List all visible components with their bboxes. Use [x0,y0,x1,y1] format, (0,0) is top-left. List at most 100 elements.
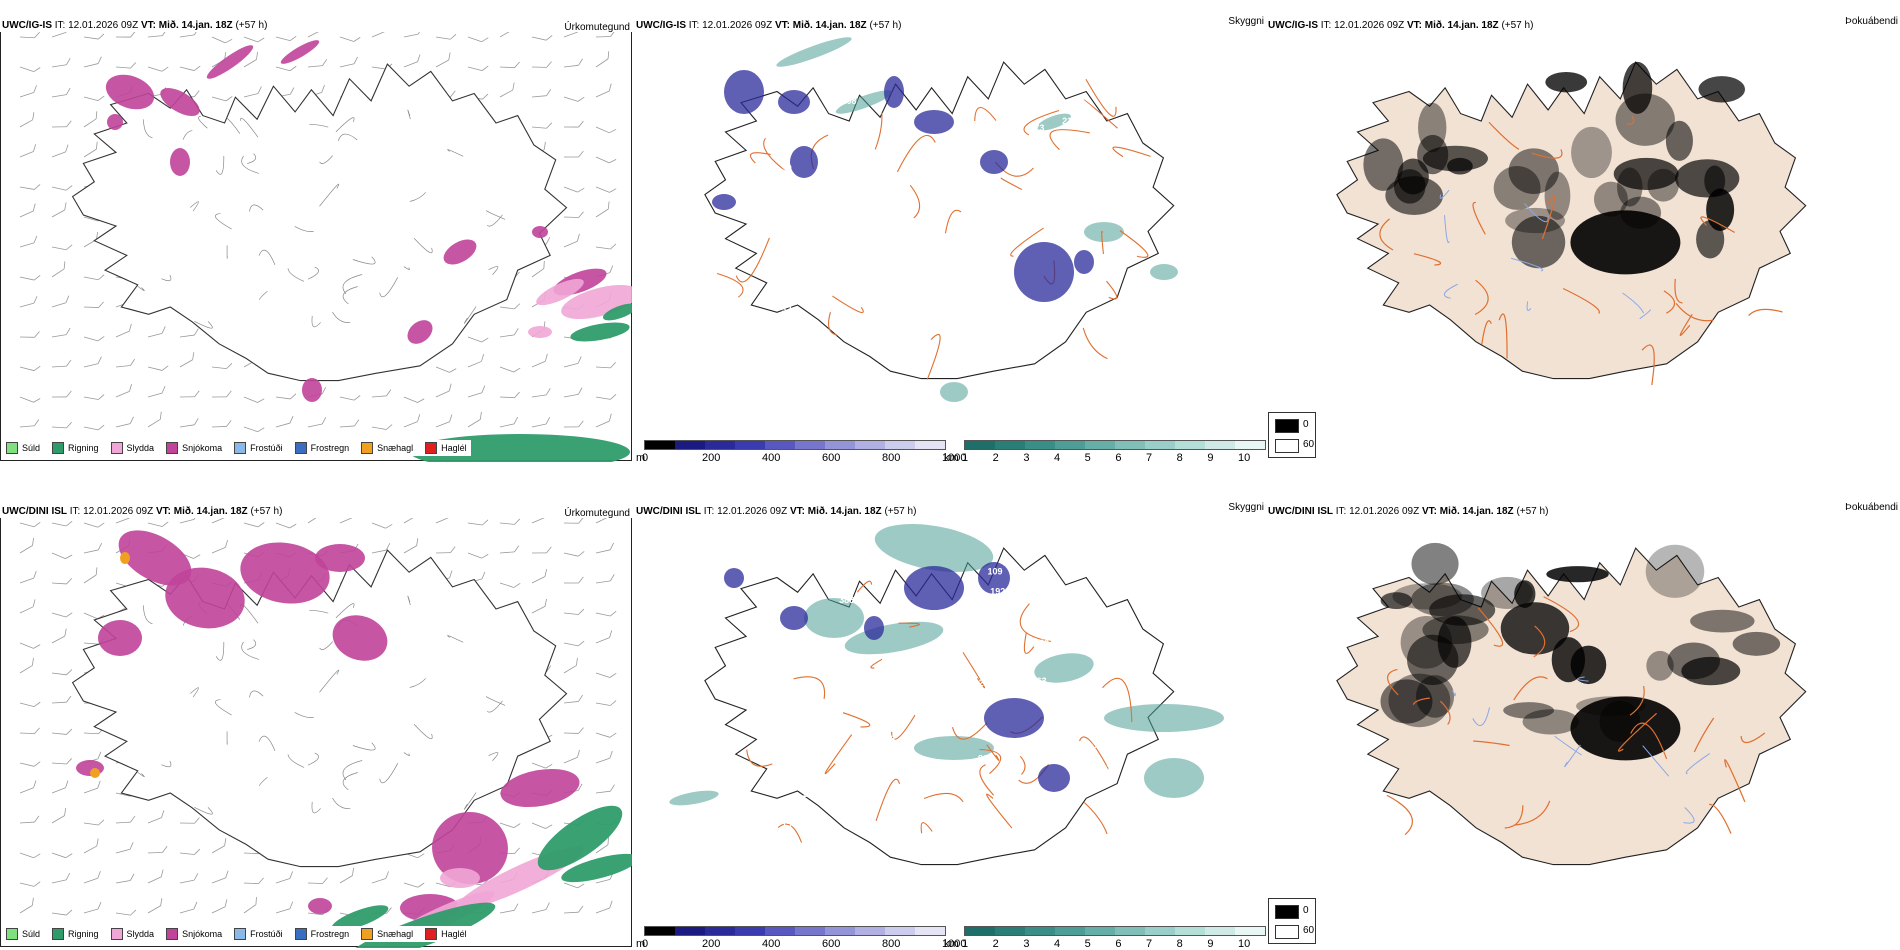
legend-swatch [6,928,18,940]
wind-barb [83,819,105,826]
terrain-line [247,153,257,164]
wind-barb [147,846,168,854]
scale-tick: 1000 [942,452,967,462]
panel-header: UWC/DINI ISL IT: 12.01.2026 09Z VT: Mið.… [636,506,916,517]
road-line [1079,736,1110,770]
wind-barb [435,383,452,398]
wind-barb [435,518,450,524]
terrain-line [342,772,358,791]
sleet-area [440,868,480,888]
scale-step [1175,927,1205,935]
fog-area [1732,631,1781,656]
cloud-base-label: 463 [1032,676,1047,686]
wind-barb [179,873,199,884]
wind-barb [467,354,485,368]
road-line [1473,740,1510,747]
scale-step [1085,441,1115,449]
snow-area [118,530,192,586]
wind-barb [563,233,580,248]
cloud-base-area [980,150,1008,174]
terrain-line [258,735,276,752]
wind-barb [83,95,105,101]
wind-barb [19,85,37,98]
road-line [944,209,962,234]
scale-step [825,441,855,449]
header-model: UWC/DINI ISL [1268,506,1333,517]
wind-barb [19,570,37,584]
cloud-base-label: 107 [1066,293,1081,303]
river-line [1639,309,1652,320]
km-scale-bar [964,440,1266,450]
header-vt: Mið. 14.jan. 18Z [1424,20,1499,31]
wind-barb [179,817,200,824]
wind-barb [531,416,551,428]
terrain-line [486,696,506,706]
wind-barb [211,899,228,914]
fog-area [1380,592,1413,610]
fog-area [1570,645,1607,685]
rain-area [537,805,623,871]
wind-barb [115,815,136,824]
terrain-line [137,771,145,778]
wind-barb [83,838,99,854]
legend-swatch [294,928,307,940]
wind-barb [371,871,389,884]
road-line [735,237,770,283]
cloud-base-label: 106 [927,222,942,232]
road-line [828,312,838,336]
wind-barb [83,336,105,342]
road-line [974,106,997,121]
header-lead: (+57 h) [869,20,902,31]
terrain-line [249,690,264,698]
legend-label: Snjókoma [182,443,223,453]
visibility-area [1034,653,1094,683]
wind-barb [115,909,137,916]
terrain-line [307,752,319,766]
wind-barb [499,416,518,428]
cloud-base-label: 320 [1006,324,1021,334]
terrain-line [413,237,433,254]
wind-barb [467,385,486,398]
wind-barb [211,36,233,44]
wind-barb [563,356,582,368]
iceland-outline [704,61,1175,380]
fog-area [1665,120,1693,161]
scale-step [1205,927,1235,935]
cloud-base-label: 186 [880,734,895,744]
wind-barb [83,424,105,431]
scale-tick: 800 [882,452,901,462]
visibility-area [1104,704,1224,732]
snow-area [332,615,388,661]
wind-barb [147,898,163,914]
wind-barb [211,870,229,884]
scale-step [965,441,995,449]
scale-tick: 6 [1115,452,1122,462]
scale-step [1145,927,1175,935]
road-line [1112,146,1151,158]
wind-barb [51,728,73,735]
scale-tick: 400 [762,452,781,462]
fog-area [1544,171,1571,220]
wind-barb [499,545,520,554]
visibility-area [1036,113,1072,131]
header-vt: Mið. 14.jan. 18Z [807,506,882,517]
fog-area [1508,148,1559,194]
wind-barb [595,837,609,854]
road-line [1674,278,1683,304]
legend-item: Súld [6,442,40,454]
terrain-line [294,226,314,232]
legend-label: Súld [22,443,41,453]
terrain-line [215,642,225,661]
fog-area [1645,544,1705,598]
cloud-base-label: 122 [908,701,923,711]
road-line [1543,596,1580,633]
wind-barb [371,424,393,430]
wind-barb [19,66,41,72]
road-line [1477,607,1504,647]
road-line [1618,712,1658,752]
scale-tick: 4 [1054,452,1061,462]
scale-step [765,927,795,935]
legend-item: Frostregn [294,442,349,454]
scale-step [1025,927,1055,935]
parameter-title: Þokuábendi [1845,502,1898,513]
